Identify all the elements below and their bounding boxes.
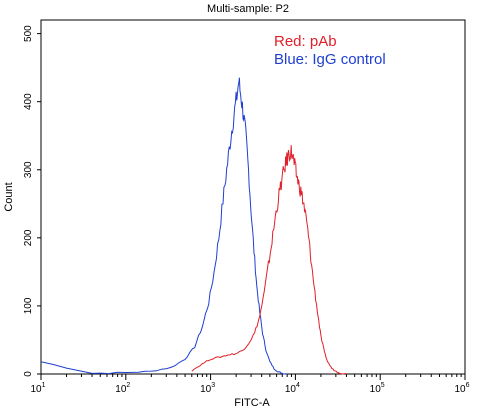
- y-tick-label: 0: [23, 371, 34, 377]
- y-tick-label: 300: [23, 161, 34, 178]
- x-axis-ticks: 101 102 103 104 105 106: [30, 374, 470, 395]
- x-tick-label: 106: [454, 382, 469, 395]
- x-tick-label: 103: [200, 382, 215, 395]
- x-tick-label: 105: [370, 382, 385, 395]
- y-tick-label: 500: [23, 25, 34, 42]
- series-pab-line: [191, 145, 347, 375]
- legend-pab: Red: pAb: [274, 33, 337, 50]
- x-tick-label: 104: [285, 382, 300, 395]
- plot-area: [40, 19, 466, 375]
- x-tick-label: 101: [30, 382, 45, 395]
- y-tick-label: 100: [23, 297, 34, 314]
- y-tick-label: 400: [23, 93, 34, 110]
- legend-igg-control: Blue: IgG control: [274, 51, 386, 68]
- x-axis-label: FITC-A: [234, 397, 270, 409]
- y-axis-ticks: 0 100 200 300 400 500: [23, 25, 41, 377]
- series-lines: [40, 77, 347, 375]
- y-axis-label: Count: [3, 182, 15, 211]
- x-tick-label: 102: [115, 382, 130, 395]
- series-igg-control-line: [40, 77, 288, 375]
- y-tick-label: 200: [23, 229, 34, 246]
- chart-title: Multi-sample: P2: [207, 3, 289, 15]
